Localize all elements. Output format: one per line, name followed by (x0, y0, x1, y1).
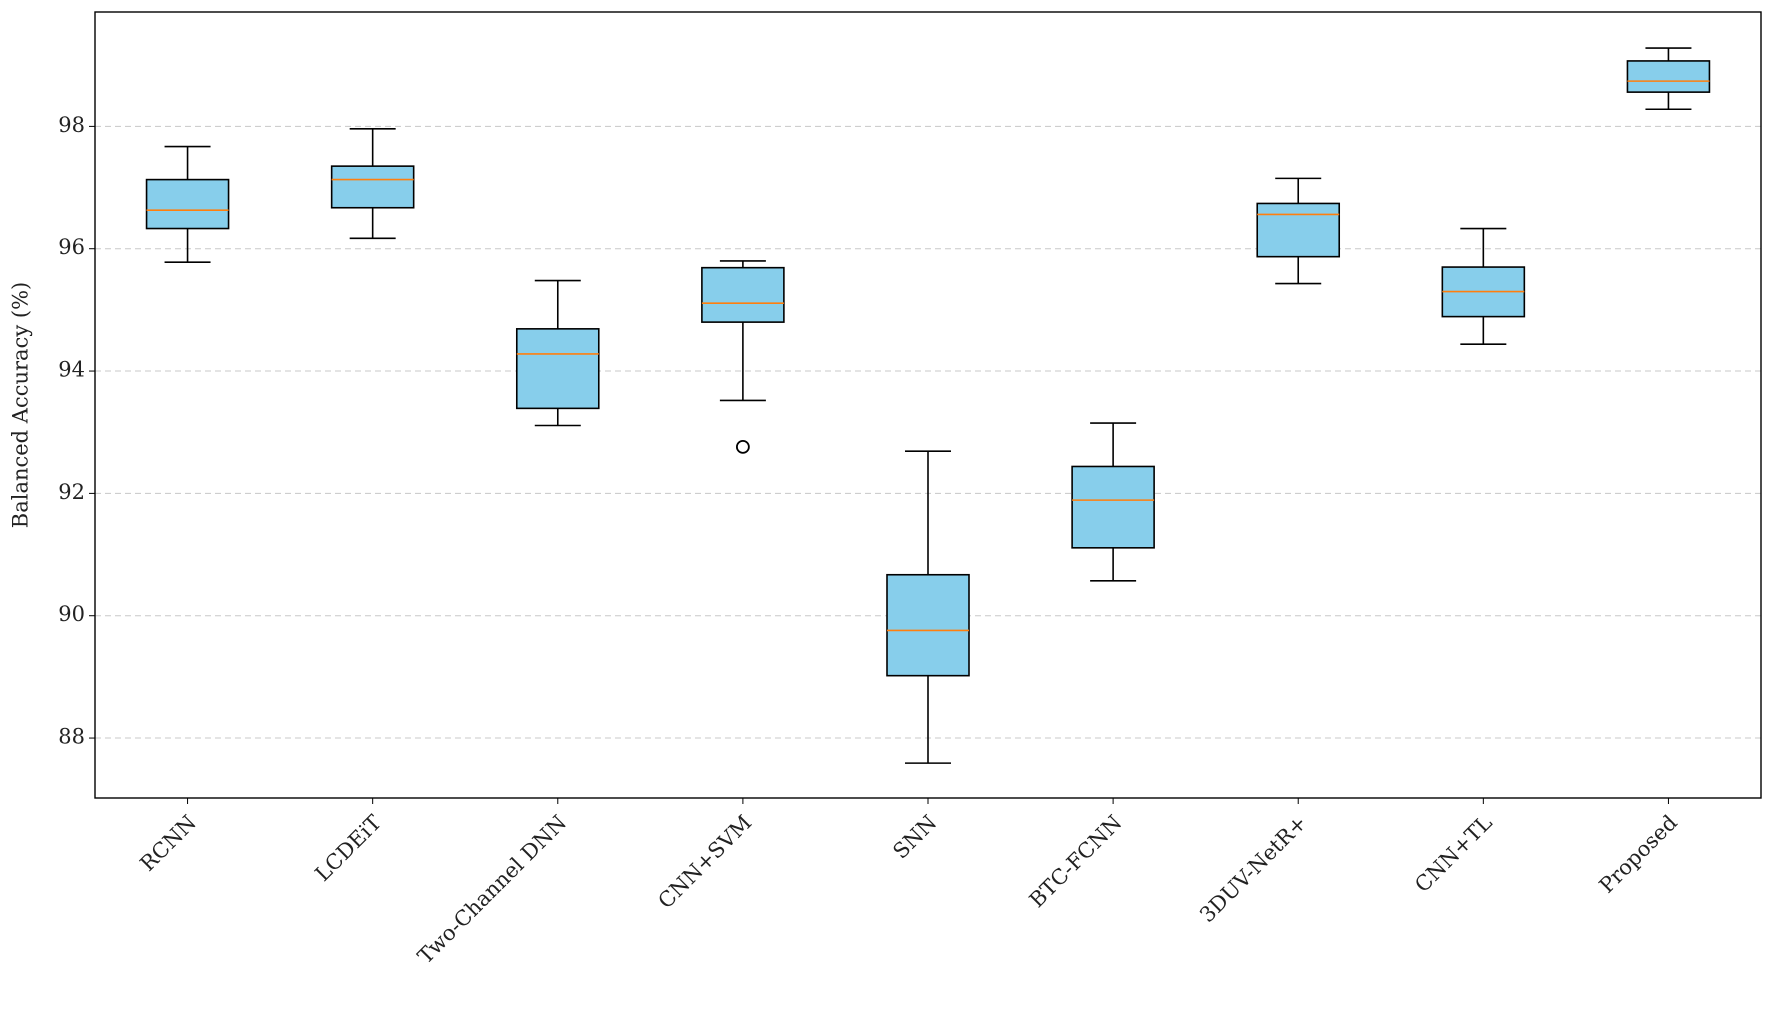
box (145, 178, 230, 230)
box (701, 266, 785, 323)
box (330, 165, 415, 209)
x-tick-label: Proposed (1595, 810, 1682, 897)
x-tick-label: BTC-FCNN (1025, 810, 1127, 912)
x-tick-label: CNN+SVM (653, 810, 756, 913)
box (1071, 465, 1155, 549)
x-tick-label: CNN+TL (1410, 810, 1497, 897)
y-tick-label: 92 (58, 480, 85, 504)
x-tick-label: LCDEiT (310, 810, 386, 886)
outlier (735, 439, 750, 454)
y-tick-label: 88 (58, 725, 85, 749)
box (515, 328, 600, 410)
y-tick-label: 90 (58, 602, 85, 626)
x-tick-label: RCNN (135, 810, 201, 876)
y-tick-label: 96 (58, 235, 85, 259)
y-axis-label: Balanced Accuracy (%) (9, 282, 33, 528)
y-tick-label: 98 (58, 113, 85, 137)
y-tick-label: 94 (58, 358, 85, 382)
plot-frame (94, 11, 1762, 799)
box (1256, 202, 1341, 258)
x-tick-label: 3DUV-NetR+ (1195, 810, 1312, 927)
box (886, 573, 970, 677)
box (1626, 60, 1711, 93)
x-tick-label: SNN (888, 810, 941, 863)
x-tick-label: Two-Channel DNN (413, 810, 571, 968)
